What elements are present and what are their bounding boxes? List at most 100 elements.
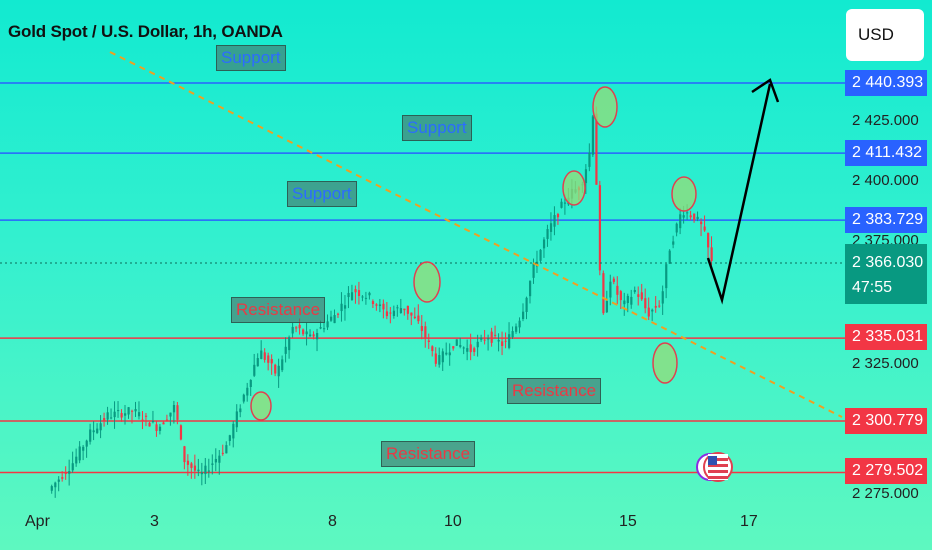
candle: [228, 434, 231, 446]
candle: [151, 410, 155, 424]
price-tick-label: 2 325.000: [852, 355, 919, 372]
candle: [64, 466, 67, 480]
candle: [305, 322, 308, 346]
candle: [270, 354, 273, 375]
candle: [326, 314, 329, 331]
candle: [431, 345, 434, 357]
candle: [378, 298, 382, 313]
candle: [476, 334, 479, 357]
candle: [179, 424, 183, 441]
candle: [542, 237, 546, 258]
candle: [190, 461, 193, 479]
candle: [455, 339, 458, 346]
candle: [623, 292, 626, 316]
candle: [134, 401, 137, 418]
support-annotation: Support: [287, 181, 357, 207]
candle: [350, 284, 354, 301]
candle: [630, 289, 633, 309]
candle: [392, 305, 396, 319]
candle: [274, 363, 277, 377]
candle: [85, 439, 88, 458]
current-price-tag: 2 366.030 47:55: [845, 244, 927, 304]
candle: [515, 323, 518, 334]
candle: [354, 285, 357, 304]
candle: [309, 329, 312, 338]
candle: [221, 444, 224, 456]
candle: [144, 412, 148, 427]
projection-arrow: [706, 83, 772, 305]
candle: [556, 212, 560, 225]
candle: [480, 334, 483, 342]
candle: [207, 458, 211, 478]
candle: [165, 414, 169, 422]
candle: [253, 353, 256, 378]
candle: [113, 401, 116, 429]
candle: [193, 454, 197, 479]
currency-button[interactable]: USD: [846, 9, 924, 61]
candle: [710, 236, 713, 266]
candle: [382, 299, 385, 319]
candle: [424, 321, 427, 348]
candle: [403, 308, 406, 316]
candle: [197, 458, 200, 477]
price-tick-label: 2 275.000: [852, 485, 919, 502]
candle: [616, 276, 619, 305]
candle: [672, 235, 675, 249]
candle: [441, 348, 444, 371]
candle: [57, 476, 60, 492]
candle: [539, 249, 542, 263]
candle: [399, 298, 403, 314]
candle: [626, 293, 629, 313]
arrow-head: [751, 78, 780, 103]
candle: [183, 445, 186, 470]
candle: [612, 276, 615, 285]
candle: [155, 420, 158, 437]
candle: [497, 333, 500, 352]
resistance-annotation: Resistance: [231, 297, 326, 323]
candle: [263, 348, 266, 363]
swing-marker-circle: [652, 342, 678, 384]
support-level-tag: 2 383.729: [845, 207, 927, 233]
resistance-annotation: Resistance: [381, 441, 476, 467]
candle: [204, 457, 207, 485]
swing-marker-circle: [592, 86, 618, 128]
candle: [473, 346, 476, 356]
support-level-tag: 2 440.393: [845, 70, 927, 96]
candle: [602, 270, 605, 315]
candle: [343, 295, 347, 321]
resistance-level-tag: 2 279.502: [845, 458, 927, 484]
candle: [598, 180, 602, 276]
candle: [494, 325, 497, 338]
candle: [211, 454, 214, 475]
candle: [469, 333, 472, 361]
candle: [483, 329, 486, 345]
candle: [703, 215, 706, 232]
candle: [508, 322, 511, 350]
candle: [420, 315, 423, 340]
candle: [316, 328, 319, 352]
candle: [448, 343, 451, 366]
candle: [117, 401, 120, 418]
candle: [267, 352, 270, 371]
candle: [120, 409, 123, 422]
candle: [689, 210, 692, 221]
candle: [707, 232, 710, 259]
candle: [518, 317, 521, 334]
candle: [130, 409, 134, 424]
resistance-level-tag: 2 335.031: [845, 324, 927, 350]
us-flag-event-icon[interactable]: [696, 452, 733, 482]
swing-marker-circle: [250, 391, 272, 421]
candle: [225, 441, 228, 454]
candle: [549, 212, 553, 241]
candle: [700, 218, 703, 237]
candle: [82, 444, 85, 461]
candle: [619, 289, 622, 309]
candle: [256, 353, 259, 367]
candle: [696, 211, 699, 222]
candle: [675, 222, 678, 237]
candle: [406, 305, 410, 320]
candle: [340, 292, 343, 322]
candle: [501, 331, 504, 356]
